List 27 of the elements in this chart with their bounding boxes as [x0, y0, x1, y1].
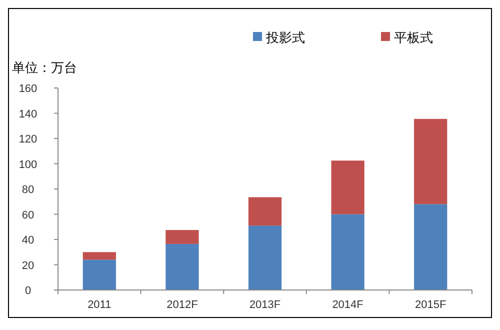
bar [82, 260, 116, 290]
x-tick-label: 2011 [88, 299, 112, 311]
x-tick-label: 2014F [332, 299, 364, 311]
y-tick-label: 100 [18, 158, 38, 171]
bar [248, 226, 282, 290]
x-tick-label: 2013F [249, 299, 281, 311]
y-tick-label: 160 [18, 83, 38, 95]
y-tick-label: 20 [22, 260, 34, 272]
bar [331, 160, 364, 214]
bar [331, 214, 364, 290]
x-tick-label: 2012F [166, 299, 198, 311]
y-tick-label: 140 [18, 108, 38, 120]
y-tick-label: 120 [18, 134, 38, 146]
y-tick-label: 80 [22, 184, 34, 196]
legend-label: 投影式 [265, 30, 305, 45]
legend-label: 平板式 [394, 30, 433, 45]
bar [82, 252, 116, 260]
y-tick-label: 40 [22, 234, 34, 246]
bar [166, 230, 199, 244]
bar [166, 244, 199, 290]
y-tick-label: 60 [22, 209, 34, 222]
x-tick-label: 2015F [415, 299, 446, 311]
bar [248, 197, 282, 226]
bar [414, 204, 448, 290]
bar [414, 118, 448, 204]
y-tick-label: 0 [24, 285, 32, 297]
y-axis-title: 单位：万台 [12, 60, 77, 75]
